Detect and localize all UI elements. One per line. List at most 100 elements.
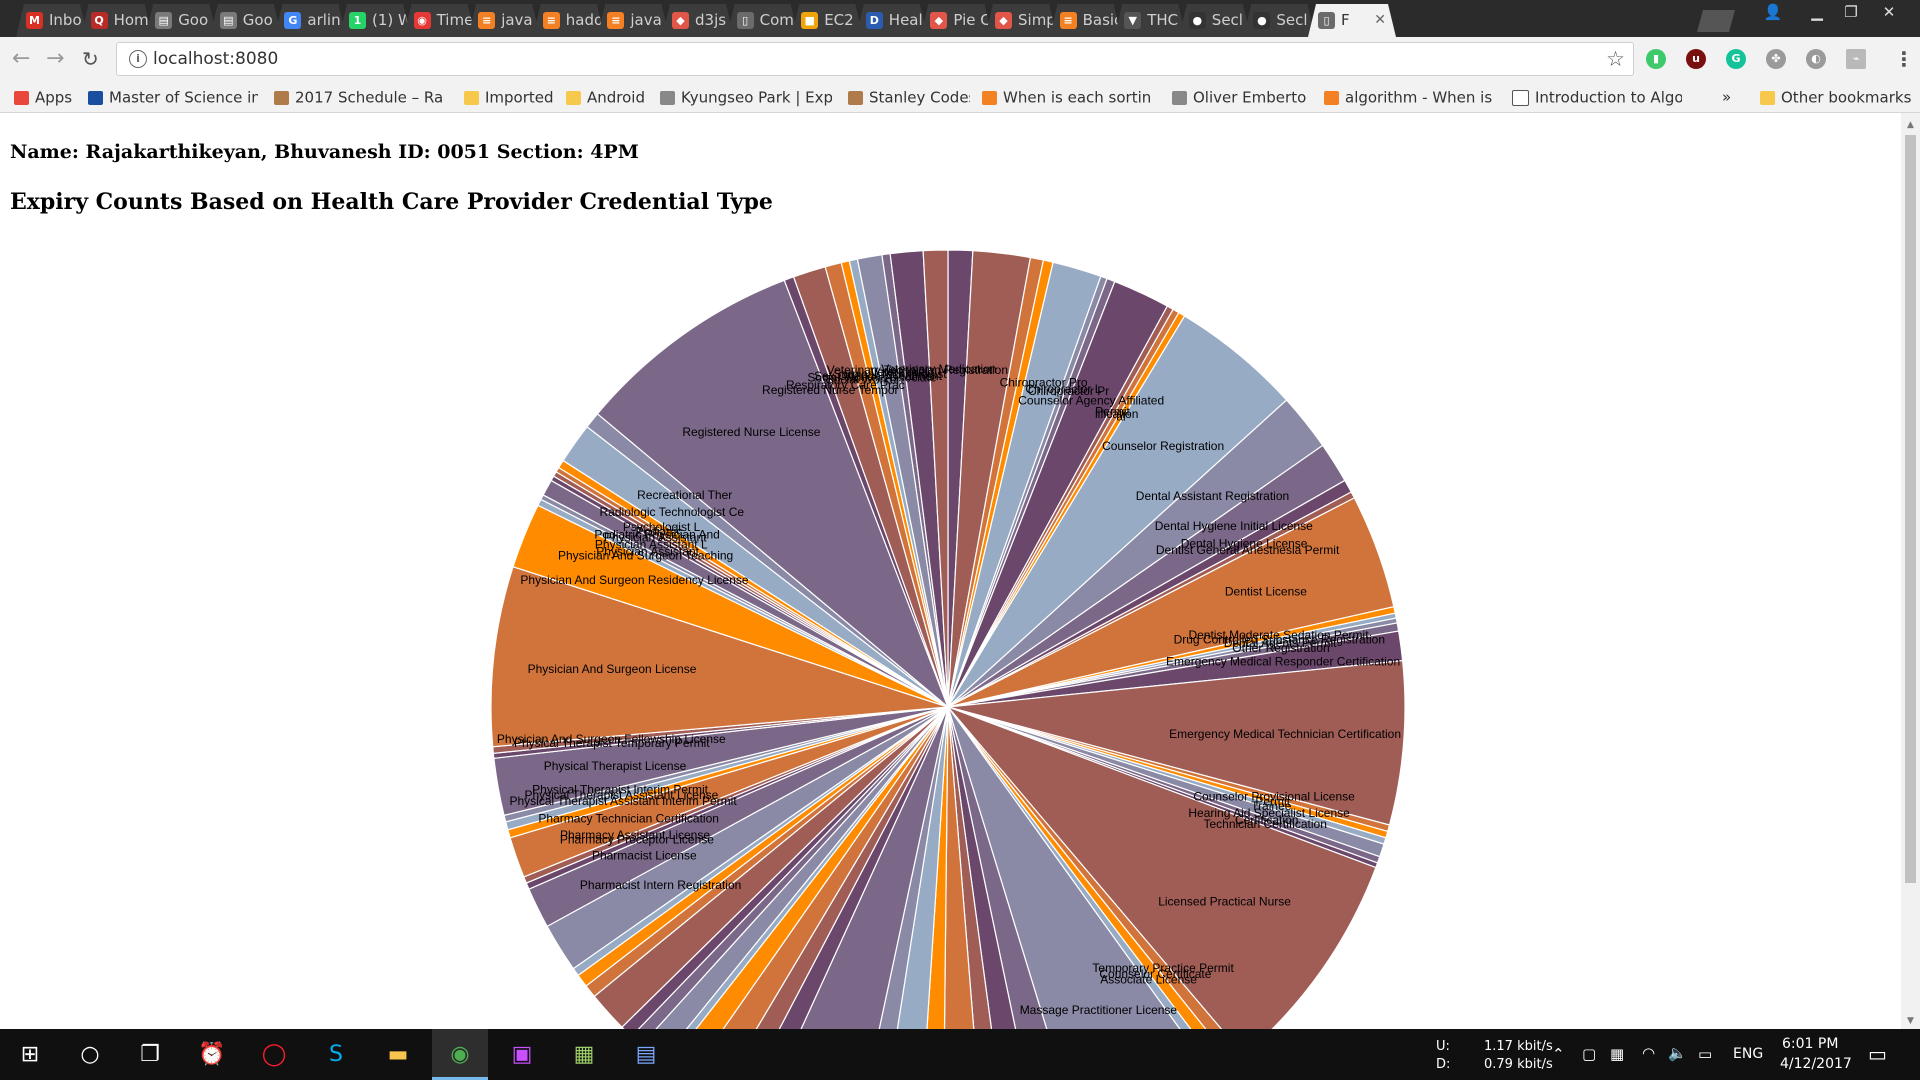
action-center-icon[interactable]: ▭	[1868, 1042, 1887, 1066]
bookmark-5[interactable]: Android	[566, 82, 650, 113]
skype-icon[interactable]: S	[329, 1042, 343, 1067]
pie-slice-label: Registered Nurse Tempor	[762, 383, 899, 397]
apps-grid-icon	[14, 90, 29, 105]
bookmark-3[interactable]: 2017 Schedule – Rafa	[274, 82, 442, 113]
tab-21[interactable]: ▯ F ✕	[1308, 4, 1396, 37]
tab-10[interactable]: ≡ java	[597, 4, 669, 37]
pie-slice-label: Radiologic Technologist Ce	[600, 505, 745, 519]
tab-2[interactable]: Q Hom	[81, 4, 153, 37]
windows-start-icon[interactable]: ⊞	[20, 1042, 40, 1067]
pie-slice-label: Emergency Medical Technician Certificati…	[1169, 727, 1401, 741]
app-icon[interactable]: ⏰	[198, 1042, 226, 1067]
pie-slice	[490, 565, 949, 748]
wifi-icon[interactable]: ◠	[1642, 1044, 1656, 1062]
clock-date[interactable]: 4/12/2017	[1780, 1056, 1852, 1072]
bookmark-4[interactable]: Imported	[464, 82, 554, 113]
avatar-icon	[848, 90, 863, 105]
scroll-up-arrow-icon[interactable]: ▲	[1907, 120, 1914, 130]
close-window-button[interactable]: ✕	[1882, 3, 1896, 21]
bookmark-8[interactable]: When is each sorting	[982, 82, 1152, 113]
app-icon[interactable]: ▤	[635, 1042, 657, 1067]
bookmarks-bar: Apps Master of Science in C 2017 Schedule …	[0, 82, 1920, 113]
file-explorer-icon[interactable]: ▬	[387, 1042, 409, 1067]
chevron-up-icon[interactable]: ⌃	[1552, 1045, 1565, 1063]
bookmark-star-icon[interactable]: ☆	[1606, 47, 1625, 71]
address-url[interactable]: localhost:8080	[153, 49, 279, 69]
profile-icon[interactable]: 👤	[1763, 3, 1783, 21]
tab-6[interactable]: 1 (1) W	[339, 4, 411, 37]
scroll-down-arrow-icon[interactable]: ▼	[1907, 1016, 1914, 1026]
site-info-icon[interactable]: i	[129, 50, 147, 68]
page-scrollbar[interactable]: ▲ ▼	[1901, 113, 1920, 1029]
tab-20[interactable]: ● Secl	[1243, 4, 1315, 37]
tab-18[interactable]: ▼ THC	[1114, 4, 1186, 37]
tray-app-icon[interactable]: ▦	[1610, 1045, 1625, 1063]
tab-9[interactable]: ≡ hado	[533, 4, 605, 37]
tab-14[interactable]: D Heal	[856, 4, 928, 37]
bookmark-2[interactable]: Master of Science in C	[88, 82, 258, 113]
tab-19[interactable]: ● Secl	[1179, 4, 1251, 37]
bookmark-1[interactable]: Apps	[14, 82, 78, 113]
minimize-button[interactable]: ▁	[1811, 3, 1823, 21]
volume-icon[interactable]: 🔈	[1668, 1044, 1687, 1062]
bookmark-label: Kyungseo Park | Explo	[681, 88, 832, 107]
forward-arrow-icon[interactable]: →	[46, 46, 65, 71]
tab-1[interactable]: M Inbo	[16, 4, 88, 37]
menu-icon[interactable]: ⋮	[1894, 47, 1914, 71]
windows-taskbar: ⊞ ○ ❐ ⏰ ◯ S ▬ ◉ ▣ ▦ ▤ U: 1.17 kbit/s D: …	[0, 1029, 1920, 1080]
opera-icon[interactable]: ◯	[261, 1042, 287, 1067]
clock-time[interactable]: 6:01 PM	[1782, 1036, 1839, 1052]
restore-button[interactable]: ❐	[1844, 3, 1858, 21]
app-icon[interactable]: ▦	[573, 1042, 595, 1067]
tab-8[interactable]: ≡ java	[468, 4, 540, 37]
new-tab-button[interactable]	[1697, 10, 1735, 32]
tab-17[interactable]: ≡ Basic	[1050, 4, 1122, 37]
tray-app-icon[interactable]: ▢	[1582, 1045, 1597, 1063]
tab-15[interactable]: ◆ Pie C	[920, 4, 992, 37]
tab-16[interactable]: ◆ Simp	[985, 4, 1057, 37]
chrome-icon[interactable]: ◉	[432, 1029, 488, 1080]
task-view-icon[interactable]: ❐	[140, 1042, 160, 1067]
bookmark-6[interactable]: Kyungseo Park | Explo	[660, 82, 832, 113]
tab-4[interactable]: ▤ Goo	[210, 4, 282, 37]
pie-slice-label: Other Registration	[1232, 641, 1329, 655]
d3-icon: ◆	[930, 12, 947, 29]
bookmark-7[interactable]: Stanley Codes	[848, 82, 970, 113]
bookmark-label: Master of Science in C	[109, 88, 258, 107]
tab-title: d3js	[695, 11, 727, 29]
reload-icon[interactable]: ↻	[82, 47, 99, 71]
pie-slice-label: Chiropractor Pr	[1028, 384, 1109, 398]
tab-title: java	[501, 11, 533, 29]
chart-title: Expiry Counts Based on Health Care Provi…	[10, 189, 773, 215]
ublock-icon[interactable]: u	[1686, 49, 1706, 69]
pie-slice-label: Pharmacy Preceptor License	[560, 833, 714, 847]
other-bookmarks[interactable]: Other bookmarks	[1760, 82, 1911, 113]
bookmarks-overflow-button[interactable]: »	[1722, 88, 1732, 106]
back-arrow-icon[interactable]: ←	[12, 46, 31, 71]
grammarly-icon[interactable]: G	[1726, 49, 1746, 69]
scroll-thumb[interactable]	[1905, 135, 1916, 883]
bookmark-9[interactable]: Oliver Emberton	[1172, 82, 1306, 113]
d3-icon: ◆	[672, 12, 689, 29]
pie-slice-label: Podiatric Physician And	[594, 528, 719, 542]
extension-icon[interactable]: ✤	[1766, 49, 1786, 69]
address-bar[interactable]: i localhost:8080 ☆	[116, 42, 1634, 76]
battery-icon[interactable]: ▭	[1698, 1045, 1713, 1063]
bookmark-10[interactable]: algorithm - When is it	[1324, 82, 1494, 113]
pdf-icon[interactable]: ⌁	[1846, 49, 1866, 69]
close-tab-icon[interactable]: ✕	[1374, 12, 1386, 28]
intellij-icon[interactable]: ▣	[511, 1042, 533, 1067]
tab-13[interactable]: ■ EC2	[791, 4, 863, 37]
language-indicator[interactable]: ENG	[1733, 1046, 1764, 1062]
tab-12[interactable]: ▯ Com	[727, 4, 799, 37]
tab-11[interactable]: ◆ d3js	[662, 4, 734, 37]
cortana-icon[interactable]: ○	[80, 1042, 100, 1067]
bookmark-11[interactable]: Introduction to Algor	[1512, 82, 1682, 113]
tab-title: Simp	[1018, 11, 1056, 29]
tab-3[interactable]: ▤ Goo	[145, 4, 217, 37]
extension-icon[interactable]: ▮	[1646, 49, 1666, 69]
tab-7[interactable]: ◉ Time	[404, 4, 476, 37]
extension-icon[interactable]: ◐	[1806, 49, 1826, 69]
